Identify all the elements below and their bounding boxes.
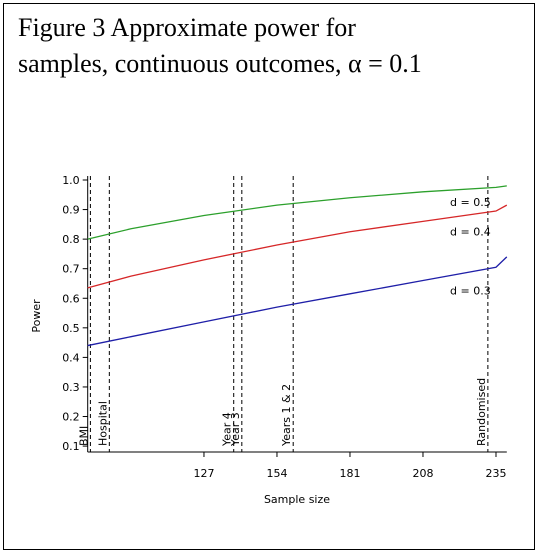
- y-tick-label: 0.4: [62, 351, 80, 364]
- frame: [3, 3, 535, 550]
- series-line: [87, 204, 508, 289]
- y-tick-label: 0.5: [62, 322, 80, 335]
- y-tick-label: 0.8: [62, 233, 80, 246]
- title-line: Figure 3 Approximate power for: [18, 13, 356, 42]
- marker-label: Randomised: [475, 378, 488, 446]
- y-tick-label: 0.1: [62, 440, 80, 453]
- x-tick-label: 127: [193, 467, 214, 480]
- marker-label: Year 3: [229, 412, 242, 447]
- series-label: d = 0.5: [450, 196, 491, 209]
- x-tick-label: 235: [485, 467, 506, 480]
- x-axis-label: Sample size: [264, 493, 330, 506]
- x-tick-label: 181: [339, 467, 360, 480]
- y-tick-label: 0.9: [62, 204, 80, 217]
- y-axis-label: Power: [30, 299, 43, 333]
- series-label: d = 0.4: [450, 225, 491, 238]
- y-tick-label: 0.7: [62, 263, 80, 276]
- y-tick-label: 0.3: [62, 381, 80, 394]
- y-tick-label: 0.2: [62, 411, 80, 424]
- y-tick-label: 1.0: [62, 174, 80, 187]
- series-line: [87, 185, 507, 240]
- series-line: [87, 256, 508, 347]
- series-label: d = 0.3: [450, 285, 491, 298]
- marker-label: Years 1 & 2: [280, 384, 293, 447]
- x-tick-label: 208: [412, 467, 433, 480]
- y-tick-label: 0.6: [62, 292, 80, 305]
- marker-label: Hospital: [96, 401, 109, 446]
- marker-label: Year 4: [221, 412, 234, 447]
- x-tick-label: 154: [266, 467, 287, 480]
- chart-title: Figure 3 Approximate power for samples, …: [18, 10, 422, 82]
- title-line: samples, continuous outcomes, α = 0.1: [18, 49, 422, 78]
- marker-label: BMI: [77, 426, 90, 446]
